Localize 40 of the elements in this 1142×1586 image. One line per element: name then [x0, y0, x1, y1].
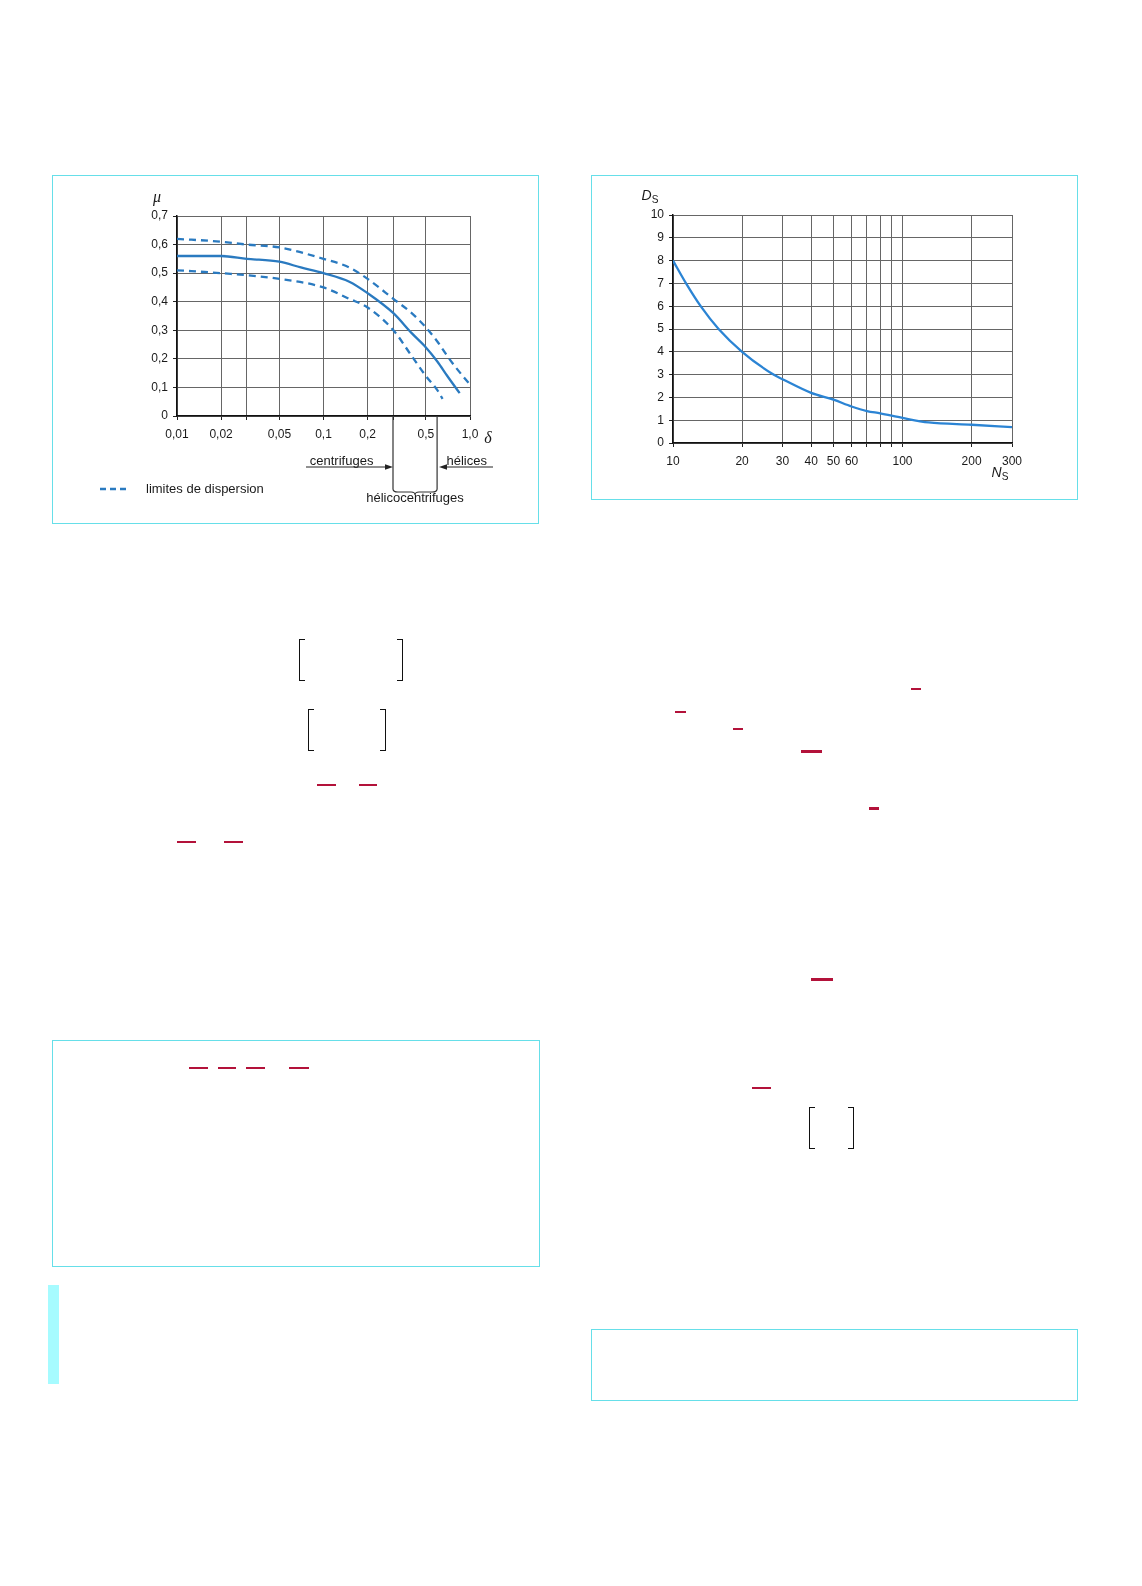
- x-tick-label: 30: [775, 453, 790, 468]
- y-tick-label: 6: [657, 298, 665, 313]
- x-tick-label: 0,02: [209, 426, 234, 441]
- y-tick-label: 1: [657, 412, 665, 427]
- x-tick-label: 60: [844, 453, 859, 468]
- y-tick-label: 7: [657, 275, 665, 290]
- y-tick-label: 0,1: [151, 379, 169, 394]
- x-axis-title: δ: [484, 429, 492, 447]
- y-tick-label: 5: [657, 321, 665, 336]
- x-tick-label: 50: [826, 453, 841, 468]
- x-tick-label: 1,0: [461, 426, 479, 441]
- x-tick-label: 0,05: [267, 426, 292, 441]
- y-tick-label: 4: [657, 344, 665, 359]
- x-tick-label: 0,01: [165, 426, 189, 441]
- y-tick-label: 0,4: [151, 294, 169, 309]
- y-axis-title: D$_{S}$: [641, 187, 659, 206]
- text: hélicocentrifuges: [366, 489, 464, 505]
- y-tick-label: 2: [657, 389, 665, 404]
- text: centrifuges: [309, 452, 374, 468]
- y-tick-label: 3: [657, 366, 665, 381]
- x-tick-label: 0,2: [359, 426, 377, 441]
- y-axis-title: μ: [152, 188, 162, 206]
- y-tick-label: 0: [657, 435, 665, 450]
- legend-label: limites de dispersion: [146, 481, 264, 496]
- x-tick-label: 20: [735, 453, 750, 468]
- x-tick-label: 0,5: [417, 426, 435, 441]
- y-tick-label: 0,2: [151, 351, 169, 366]
- y-tick-label: 0,3: [151, 322, 169, 337]
- y-tick-label: 0,5: [151, 265, 169, 280]
- y-tick-label: 0,6: [151, 236, 169, 251]
- x-tick-label: 40: [804, 453, 819, 468]
- y-tick-label: 9: [657, 230, 665, 245]
- y-tick-label: 10: [650, 207, 665, 222]
- y-tick-label: 0: [161, 408, 169, 423]
- text: hélices: [446, 452, 487, 468]
- y-tick-label: 8: [657, 252, 665, 267]
- y-tick-label: 0,7: [151, 208, 169, 223]
- x-tick-label: 0,1: [315, 426, 333, 441]
- x-tick-label: 100: [892, 453, 913, 468]
- x-tick-label: 200: [961, 453, 982, 468]
